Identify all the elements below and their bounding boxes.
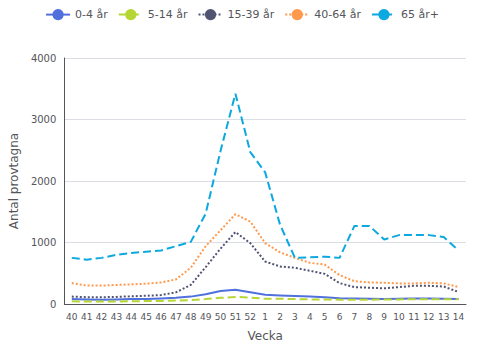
svg-text:11: 11 — [408, 312, 419, 322]
svg-text:49: 49 — [200, 312, 212, 322]
svg-text:40: 40 — [66, 312, 78, 322]
svg-text:5-14 år: 5-14 år — [148, 8, 188, 21]
svg-text:Vecka: Vecka — [247, 329, 282, 343]
svg-text:43: 43 — [111, 312, 122, 322]
svg-text:45: 45 — [140, 312, 151, 322]
svg-text:52: 52 — [245, 312, 256, 322]
svg-text:2000: 2000 — [31, 176, 56, 187]
svg-text:48: 48 — [185, 312, 197, 322]
svg-text:0-4 år: 0-4 år — [75, 8, 108, 21]
svg-text:0: 0 — [50, 299, 56, 310]
svg-text:3: 3 — [292, 312, 298, 322]
svg-text:44: 44 — [126, 312, 138, 322]
svg-text:10: 10 — [393, 312, 405, 322]
svg-text:50: 50 — [215, 312, 227, 322]
svg-text:47: 47 — [170, 312, 181, 322]
svg-text:13: 13 — [438, 312, 449, 322]
svg-text:3000: 3000 — [31, 114, 56, 125]
svg-text:6: 6 — [337, 312, 343, 322]
svg-text:40-64 år: 40-64 år — [314, 8, 361, 21]
svg-text:46: 46 — [155, 312, 167, 322]
svg-text:Antal provtagna: Antal provtagna — [7, 133, 21, 229]
svg-text:4000: 4000 — [31, 53, 56, 64]
svg-text:65 år+: 65 år+ — [401, 8, 439, 21]
svg-text:51: 51 — [230, 312, 241, 322]
svg-text:5: 5 — [322, 312, 328, 322]
svg-text:41: 41 — [81, 312, 92, 322]
svg-text:9: 9 — [381, 312, 387, 322]
svg-text:14: 14 — [453, 312, 465, 322]
svg-text:1: 1 — [262, 312, 268, 322]
svg-text:42: 42 — [96, 312, 107, 322]
svg-text:15-39 år: 15-39 år — [228, 8, 275, 21]
svg-text:2: 2 — [277, 312, 283, 322]
svg-text:1000: 1000 — [31, 237, 56, 248]
svg-text:4: 4 — [307, 312, 313, 322]
svg-text:7: 7 — [352, 312, 358, 322]
svg-text:12: 12 — [423, 312, 434, 322]
svg-text:8: 8 — [366, 312, 372, 322]
